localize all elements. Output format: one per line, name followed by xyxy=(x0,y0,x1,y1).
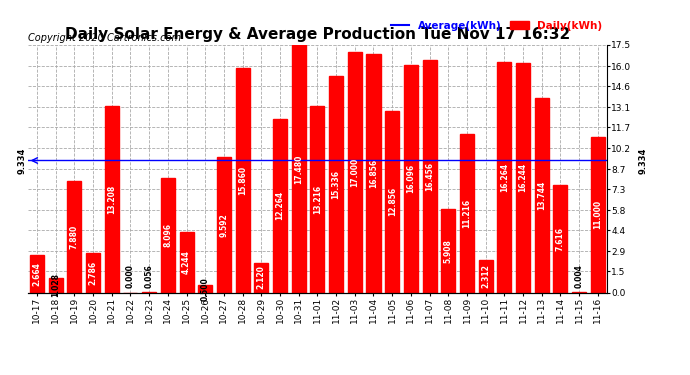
Bar xyxy=(235,68,250,292)
Text: 2.120: 2.120 xyxy=(257,266,266,290)
Text: 0.000: 0.000 xyxy=(126,264,135,288)
Bar xyxy=(329,76,343,292)
Text: 9.334: 9.334 xyxy=(639,147,648,174)
Bar xyxy=(479,260,493,292)
Text: 11.000: 11.000 xyxy=(593,200,602,229)
Bar xyxy=(422,60,437,292)
Bar xyxy=(292,45,306,292)
Text: 15.860: 15.860 xyxy=(238,166,247,195)
Title: Daily Solar Energy & Average Production Tue Nov 17 16:32: Daily Solar Energy & Average Production … xyxy=(65,27,570,42)
Text: 16.244: 16.244 xyxy=(519,163,528,192)
Bar xyxy=(404,65,418,292)
Text: 13.208: 13.208 xyxy=(107,184,116,214)
Bar xyxy=(535,98,549,292)
Text: 17.000: 17.000 xyxy=(351,158,359,187)
Bar xyxy=(516,63,530,292)
Bar xyxy=(179,232,193,292)
Text: 17.480: 17.480 xyxy=(294,154,303,184)
Text: 8.096: 8.096 xyxy=(164,223,172,247)
Text: 16.096: 16.096 xyxy=(406,164,415,193)
Bar xyxy=(217,157,231,292)
Bar xyxy=(86,253,100,292)
Text: 9.334: 9.334 xyxy=(18,147,27,174)
Text: 2.312: 2.312 xyxy=(481,264,490,288)
Bar xyxy=(48,278,63,292)
Text: 2.664: 2.664 xyxy=(32,262,41,286)
Text: 13.744: 13.744 xyxy=(538,181,546,210)
Text: 7.880: 7.880 xyxy=(70,225,79,249)
Text: 12.856: 12.856 xyxy=(388,187,397,216)
Text: Copyright 2020 Cartronics.com: Copyright 2020 Cartronics.com xyxy=(28,33,181,42)
Text: 0.004: 0.004 xyxy=(575,264,584,288)
Text: 16.264: 16.264 xyxy=(500,163,509,192)
Text: 4.244: 4.244 xyxy=(182,251,191,274)
Text: 9.592: 9.592 xyxy=(219,213,228,237)
Text: 2.786: 2.786 xyxy=(88,261,97,285)
Bar xyxy=(68,181,81,292)
Text: 16.456: 16.456 xyxy=(425,162,434,190)
Bar xyxy=(273,119,287,292)
Bar xyxy=(255,262,268,292)
Text: 5.908: 5.908 xyxy=(444,239,453,262)
Text: 11.216: 11.216 xyxy=(462,199,471,228)
Text: 15.336: 15.336 xyxy=(332,170,341,198)
Bar xyxy=(385,111,400,292)
Bar xyxy=(105,106,119,292)
Legend: Average(kWh), Daily(kWh): Average(kWh), Daily(kWh) xyxy=(391,21,602,30)
Bar xyxy=(30,255,44,292)
Text: 0.056: 0.056 xyxy=(145,264,154,288)
Bar xyxy=(497,63,511,292)
Text: 16.856: 16.856 xyxy=(369,159,378,188)
Text: 1.028: 1.028 xyxy=(51,273,60,297)
Text: 13.216: 13.216 xyxy=(313,184,322,214)
Bar xyxy=(460,134,474,292)
Bar xyxy=(553,185,567,292)
Bar xyxy=(348,52,362,292)
Bar xyxy=(310,106,324,292)
Bar xyxy=(442,209,455,292)
Text: 0.500: 0.500 xyxy=(201,277,210,301)
Bar xyxy=(591,137,605,292)
Bar xyxy=(366,54,380,292)
Text: 12.264: 12.264 xyxy=(275,191,284,220)
Bar xyxy=(161,178,175,292)
Text: 7.616: 7.616 xyxy=(556,226,565,251)
Bar xyxy=(198,285,213,292)
